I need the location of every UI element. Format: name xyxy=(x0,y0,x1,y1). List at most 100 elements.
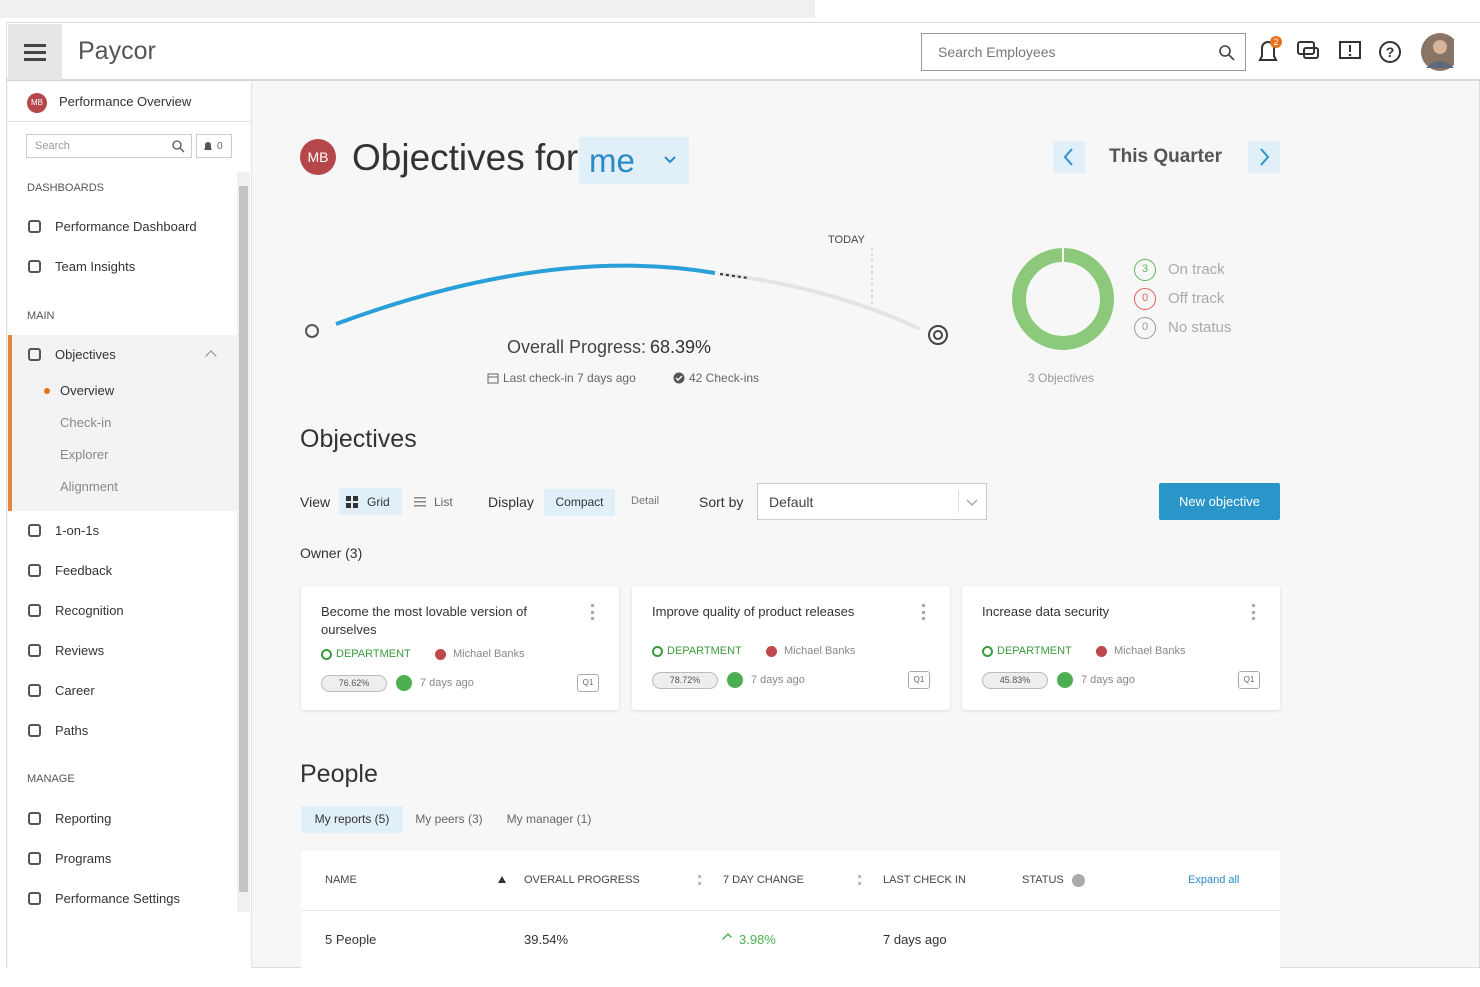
objective-card[interactable]: Improve quality of product releases DEPAR… xyxy=(632,586,950,710)
progress-label: Overall Progress: xyxy=(507,337,647,357)
nav-item[interactable]: Objectives xyxy=(55,347,116,362)
grid-view[interactable]: Grid xyxy=(339,488,402,515)
section-label: DASHBOARDS xyxy=(27,182,105,194)
objective-card[interactable]: Increase data security DEPARTMENT Michael … xyxy=(962,586,1280,710)
scroll-thumb[interactable] xyxy=(239,186,248,892)
chevron-right xyxy=(1260,148,1270,166)
nav-icon xyxy=(28,348,41,361)
nav-icon xyxy=(28,812,41,825)
feedback-icon[interactable] xyxy=(1339,41,1361,59)
nav-subitem[interactable]: Explorer xyxy=(60,447,109,462)
status-count: 3 xyxy=(1134,259,1156,281)
card-title[interactable]: Increase data security xyxy=(982,604,1110,619)
nav-item[interactable]: Programs xyxy=(55,851,112,866)
card-title[interactable]: Become the most lovable version of ourse… xyxy=(321,604,527,637)
section-label: MANAGE xyxy=(27,773,75,785)
nav-item[interactable]: Feedback xyxy=(55,563,113,578)
nav-icon xyxy=(28,564,41,577)
column-header[interactable]: 7 DAY CHANGE xyxy=(723,874,804,886)
sort-up xyxy=(498,876,506,883)
column-header[interactable]: LAST CHECK IN xyxy=(883,874,966,886)
nav-subitem[interactable]: Overview xyxy=(60,383,115,398)
prev-period[interactable] xyxy=(1053,141,1085,173)
card-progress: 45.83% xyxy=(982,672,1048,689)
chevron-left xyxy=(1063,148,1073,166)
new-objective-button[interactable]: New objective xyxy=(1159,483,1280,520)
checkin-icon xyxy=(673,372,685,384)
nav-item[interactable]: Paths xyxy=(55,723,89,738)
column-header[interactable]: NAME xyxy=(325,874,357,886)
chevron-down xyxy=(664,156,676,164)
sort-handle xyxy=(858,875,861,885)
card-period: Q1 xyxy=(908,671,930,689)
detail-display[interactable]: Detail xyxy=(631,495,660,507)
nav-item[interactable]: Performance Settings xyxy=(55,891,181,906)
sort-handle xyxy=(698,875,701,885)
owner-select[interactable]: me xyxy=(579,137,689,184)
nav-icon xyxy=(28,260,41,273)
sidebar-alerts[interactable]: 0 xyxy=(196,134,232,158)
expand-all[interactable]: Expand all xyxy=(1188,874,1240,886)
card-updated: 7 days ago xyxy=(751,674,805,686)
checkin-count: 42 Check-ins xyxy=(689,371,760,385)
calendar-icon xyxy=(487,373,499,384)
nav-item[interactable]: Reviews xyxy=(55,643,105,658)
nav-item[interactable]: 1-on-1s xyxy=(55,523,100,538)
bell-icon[interactable] xyxy=(1258,41,1278,61)
people-tab[interactable]: My peers (3) xyxy=(415,812,483,826)
nav-item[interactable]: Career xyxy=(55,683,95,698)
alert-count: 0 xyxy=(217,141,223,152)
view-label: View xyxy=(300,494,331,510)
period-label: This Quarter xyxy=(1109,146,1222,167)
nav-icon xyxy=(28,524,41,537)
nav-icon xyxy=(28,220,41,233)
card-menu[interactable] xyxy=(591,604,594,620)
today-label: TODAY xyxy=(828,234,865,246)
nav-subitem[interactable]: Check-in xyxy=(60,415,112,430)
card-title[interactable]: Improve quality of product releases xyxy=(652,604,855,619)
sidebar-search-placeholder: Search xyxy=(35,140,70,152)
nav-subitem[interactable]: Alignment xyxy=(60,479,118,494)
nav-item[interactable]: Team Insights xyxy=(55,259,136,274)
nav-item[interactable]: Recognition xyxy=(55,603,124,618)
app-initials: MB xyxy=(27,93,47,113)
logo[interactable]: Paycor xyxy=(78,37,156,65)
nav-icon xyxy=(28,892,41,905)
search-box[interactable]: Search Employees xyxy=(921,33,1246,71)
list-view[interactable]: List xyxy=(434,495,453,509)
card-owner: Michael Banks xyxy=(453,648,525,660)
app-switcher[interactable]: MB Performance Overview xyxy=(8,82,252,122)
nav-item[interactable]: Performance Dashboard xyxy=(55,219,197,234)
column-header[interactable]: STATUS xyxy=(1022,874,1064,886)
people-tab[interactable]: My manager (1) xyxy=(506,812,592,826)
table-cell: 3.98% xyxy=(739,932,776,947)
compact-display[interactable]: Compact xyxy=(544,489,615,516)
search-placeholder: Search Employees xyxy=(938,44,1056,60)
sort-label: Sort by xyxy=(699,494,744,510)
svg-text:?: ? xyxy=(1386,44,1395,60)
page-initials: MB xyxy=(300,139,336,175)
app-title: Performance Overview xyxy=(59,94,192,109)
owner-icon xyxy=(1096,646,1107,657)
sort-select[interactable]: Default xyxy=(757,483,987,520)
active-dot xyxy=(44,388,50,394)
column-header[interactable]: OVERALL PROGRESS xyxy=(524,874,640,886)
search-icon xyxy=(1219,45,1235,61)
objective-card[interactable]: Become the most lovable version of ourse… xyxy=(301,586,619,710)
help-icon[interactable] xyxy=(1379,41,1401,63)
card-tag: DEPARTMENT xyxy=(336,648,411,660)
card-menu[interactable] xyxy=(1252,604,1255,620)
status-dot xyxy=(727,672,743,688)
sidebar-search[interactable]: Search xyxy=(26,134,192,158)
owner-icon xyxy=(435,649,446,660)
scrollbar[interactable] xyxy=(237,172,250,912)
people-tab[interactable]: My reports (5) xyxy=(301,806,403,833)
last-checkin: Last check-in 7 days ago xyxy=(503,371,636,385)
card-menu[interactable] xyxy=(922,604,925,620)
menu-button[interactable] xyxy=(8,24,62,80)
nav-item[interactable]: Reporting xyxy=(55,811,112,826)
list-icon xyxy=(414,497,426,507)
grid-icon xyxy=(346,496,358,508)
next-period[interactable] xyxy=(1248,141,1280,173)
